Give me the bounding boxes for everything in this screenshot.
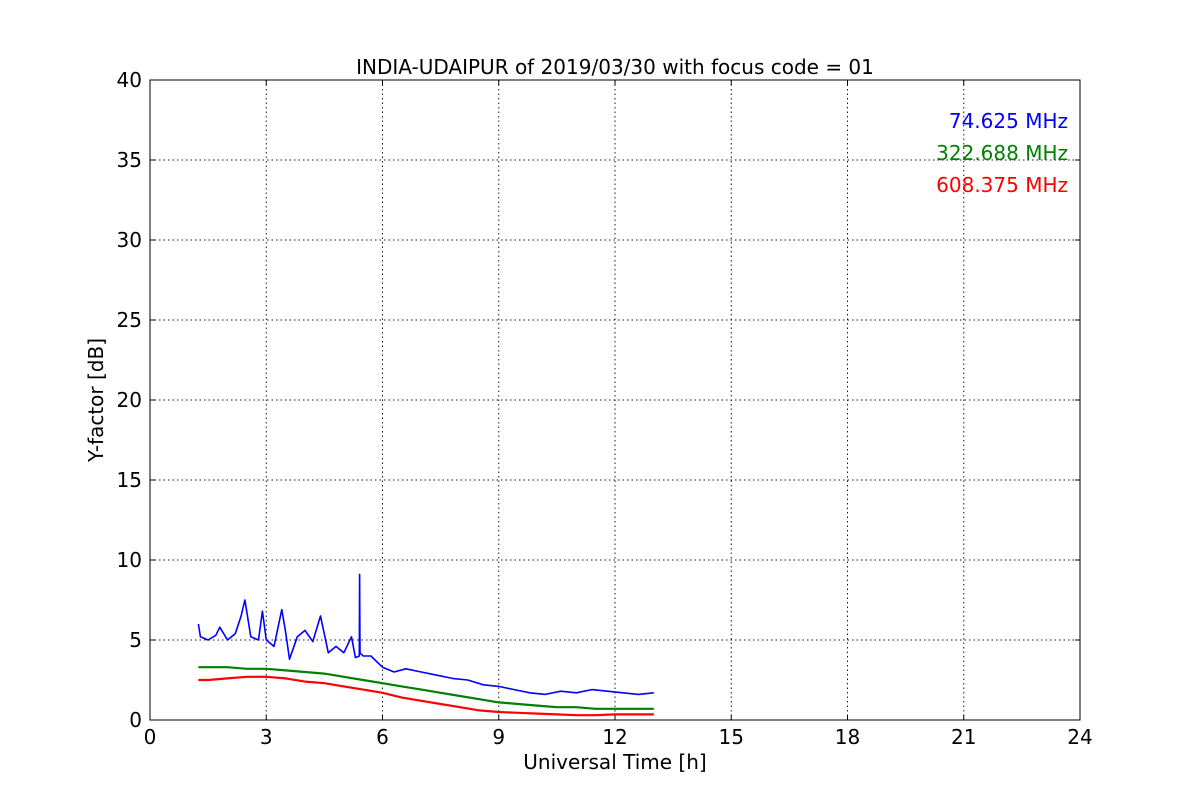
y-tick-label: 5 [129,628,142,652]
x-tick-label: 24 [1067,725,1092,749]
x-tick-label: 12 [602,725,627,749]
grid [150,80,1080,720]
legend-entry: 74.625 MHz [949,109,1068,133]
y-tick-label: 30 [117,228,142,252]
y-tick-label: 15 [117,468,142,492]
y-tick-label: 20 [117,388,142,412]
x-tick-label: 0 [144,725,157,749]
chart-title: INDIA-UDAIPUR of 2019/03/30 with focus c… [356,55,874,79]
x-tick-label: 6 [376,725,389,749]
y-tick-label: 40 [117,68,142,92]
series-layer [197,573,654,717]
y-tick-label: 25 [117,308,142,332]
x-axis-label: Universal Time [h] [523,750,706,774]
series-line-2 [198,666,654,710]
x-tick-label: 9 [492,725,505,749]
y-axis-label: Y-factor [dB] [84,338,108,463]
legend-entry: 322.688 MHz [936,141,1068,165]
legend: 74.625 MHz 322.688 MHz 608.375 MHz [936,109,1068,197]
series-line-1 [197,573,654,696]
y-tick-label: 35 [117,148,142,172]
y-tick-label: 10 [117,548,142,572]
x-tick-label: 3 [260,725,273,749]
series-line-3 [198,675,654,717]
x-tick-label: 21 [951,725,976,749]
x-tick-label: 15 [719,725,744,749]
legend-entry: 608.375 MHz [936,173,1068,197]
ticks: 0 3 6 9 12 15 18 21 24 0 5 10 15 20 25 30 35 40 [117,68,1093,749]
y-tick-label: 0 [129,708,142,732]
x-tick-label: 18 [835,725,860,749]
